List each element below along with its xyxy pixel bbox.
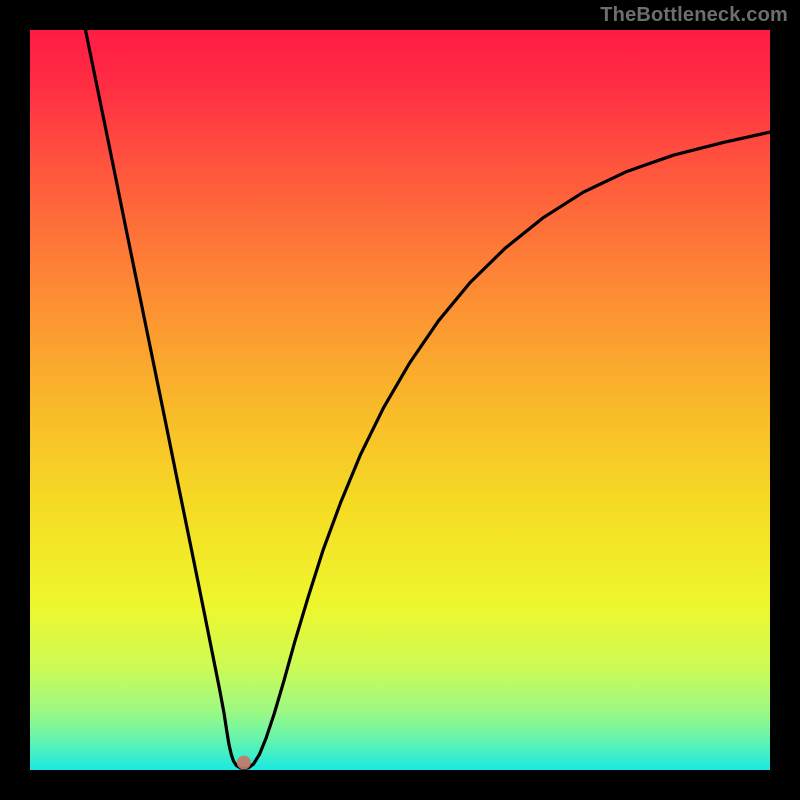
plot-svg <box>30 30 770 770</box>
watermark-text: TheBottleneck.com <box>600 4 788 27</box>
bottleneck-curve <box>86 30 771 769</box>
plot-area <box>30 30 770 770</box>
sweet-spot-marker <box>237 756 251 770</box>
chart-frame: TheBottleneck.com <box>0 0 800 800</box>
